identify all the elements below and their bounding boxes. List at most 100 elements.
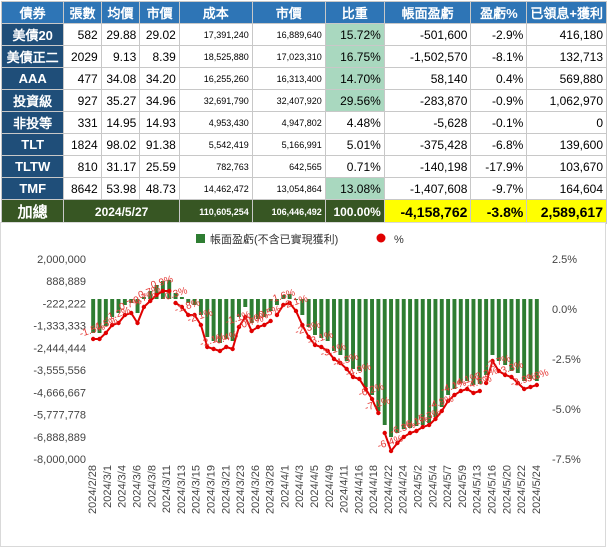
pct-point xyxy=(268,318,273,324)
bar xyxy=(198,299,203,315)
pct-point xyxy=(414,428,419,434)
bar xyxy=(319,299,324,338)
pct-point xyxy=(255,324,261,330)
bar xyxy=(382,299,387,425)
pct-point xyxy=(433,416,438,422)
cell-pl: -1,502,570 xyxy=(383,45,472,68)
cell-price: 8.39 xyxy=(139,45,180,68)
pct-point xyxy=(97,336,102,342)
cell-cost: 16,255,260 xyxy=(178,67,253,90)
col-header: 盈虧% xyxy=(470,1,528,24)
x-tick-label: 2024/4/24 xyxy=(398,465,410,514)
cell-plpct: -0.1% xyxy=(470,111,528,134)
bar xyxy=(192,299,197,305)
pct-point xyxy=(319,344,324,350)
x-tick-label: 2024/3/1 xyxy=(102,465,114,508)
cell-price: 48.73 xyxy=(139,177,180,200)
x-tick-label: 2024/4/11 xyxy=(339,465,351,513)
cell-income: 1,062,970 xyxy=(526,89,607,112)
bar xyxy=(389,299,394,437)
bond-name: TLTW xyxy=(0,155,65,178)
table-row: TLTW 810 31.17 25.59 782,763 642,565 0.71% -140… xyxy=(0,155,607,178)
total-income: 2,589,617 xyxy=(526,199,607,224)
pct-point xyxy=(350,374,356,380)
table-row: TMF 8642 53.98 48.73 14,462,472 13,054,864 13.… xyxy=(0,177,607,200)
bar xyxy=(129,299,134,303)
x-tick-label: 2024/3/13 xyxy=(176,465,188,514)
bar xyxy=(300,299,305,315)
cell-value: 17,023,310 xyxy=(251,45,326,68)
y-left-tick-label: 2,000,000 xyxy=(37,254,86,266)
cell-avg: 34.08 xyxy=(100,67,141,90)
bar xyxy=(484,299,489,375)
bar xyxy=(205,299,210,337)
pct-point xyxy=(230,346,235,352)
legend-line-label: % xyxy=(394,234,404,246)
bond-name: 美債20 xyxy=(0,23,65,46)
pct-point xyxy=(306,334,311,340)
x-tick-label: 2024/3/8 xyxy=(146,465,158,508)
pct-point xyxy=(496,368,502,374)
pct-point xyxy=(528,384,533,390)
table-row: AAA 477 34.08 34.20 16,255,260 16,313,400 14.7… xyxy=(0,67,607,90)
bar xyxy=(224,299,229,339)
total-date: 2024/5/27 xyxy=(63,199,180,224)
bar xyxy=(173,293,178,299)
pct-point xyxy=(243,314,248,320)
pct-point xyxy=(376,410,381,416)
pct-point xyxy=(211,346,216,352)
cell-weight: 16.75% xyxy=(324,45,385,68)
legend-bar-swatch xyxy=(196,234,205,243)
pct-point xyxy=(179,304,185,310)
legend-line-swatch xyxy=(376,233,386,243)
cell-price: 14.93 xyxy=(139,111,180,134)
bar xyxy=(446,299,451,395)
y-left-tick-label: -5,777,778 xyxy=(33,410,86,422)
bar xyxy=(122,299,127,305)
cell-qty: 582 xyxy=(63,23,102,46)
bar xyxy=(503,299,508,365)
x-tick-label: 2024/3/23 xyxy=(235,465,247,514)
pct-point xyxy=(103,330,109,336)
pct-point xyxy=(300,322,305,328)
y-left-tick-label: -4,666,667 xyxy=(33,387,86,399)
bar xyxy=(522,299,527,381)
bond-name: 美債正二 xyxy=(0,45,65,68)
y-left-tick-label: -3,555,556 xyxy=(33,365,86,377)
pct-point xyxy=(167,288,172,294)
x-tick-label: 2024/3/11 xyxy=(161,465,173,513)
bar xyxy=(217,299,222,343)
pct-point xyxy=(477,388,482,394)
bond-name: 投資級 xyxy=(0,89,65,112)
portfolio-table: 債券 張數 均價 市價 成本 市價 比重 帳面盈虧 盈虧% 已領息+獲利 美債2… xyxy=(0,1,607,224)
x-tick-label: 2024/5/9 xyxy=(457,465,469,508)
cell-value: 16,889,640 xyxy=(251,23,326,46)
bar xyxy=(477,299,482,384)
pl-chart: 帳面盈虧(不含已實現獲利) % 2,000,000 888,889 -222,222 -1… xyxy=(0,222,606,547)
pct-point xyxy=(439,408,444,414)
bar xyxy=(275,299,279,305)
cell-avg: 98.02 xyxy=(100,133,141,156)
cell-pl: -501,600 xyxy=(383,23,472,46)
total-weight: 100.00% xyxy=(324,199,385,224)
bar xyxy=(357,299,362,371)
cell-plpct: -0.9% xyxy=(470,89,528,112)
pct-point xyxy=(262,322,267,328)
pct-point xyxy=(249,328,254,334)
cell-pl: -375,428 xyxy=(383,133,472,156)
pct-point xyxy=(90,336,96,342)
cell-qty: 477 xyxy=(63,67,102,90)
cell-price: 29.02 xyxy=(139,23,180,46)
cell-avg: 14.95 xyxy=(100,111,141,134)
x-tick-label: 2024/4/3 xyxy=(294,465,306,508)
col-header: 成本 xyxy=(178,1,253,24)
pct-point xyxy=(173,300,178,306)
bar xyxy=(97,299,102,333)
pct-point xyxy=(192,312,197,318)
bar xyxy=(287,294,292,299)
y-right-tick-label: -5.0% xyxy=(552,404,581,416)
bar xyxy=(528,299,533,379)
pct-point xyxy=(287,300,292,306)
pct-point xyxy=(135,320,140,326)
cell-pl: -140,198 xyxy=(383,155,472,178)
